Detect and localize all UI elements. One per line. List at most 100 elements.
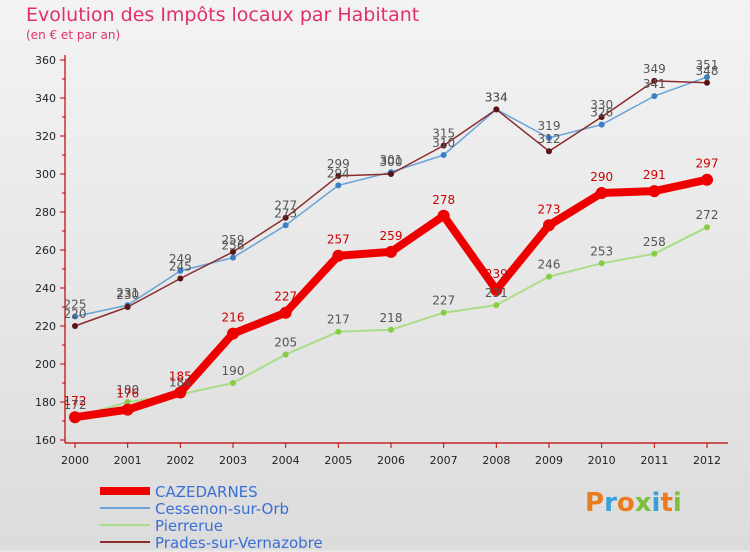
data-label: 216 — [222, 311, 245, 325]
data-point — [704, 224, 710, 231]
data-point — [388, 171, 394, 177]
legend-label: Pierrerue — [155, 517, 223, 535]
data-point — [230, 248, 236, 255]
data-point — [72, 313, 78, 320]
data-label: 278 — [432, 193, 455, 207]
data-point — [335, 172, 342, 179]
data-point — [493, 302, 500, 309]
data-point — [440, 152, 447, 158]
data-point — [704, 74, 710, 81]
y-tick-label: 280 — [35, 206, 56, 219]
data-label: 249 — [169, 252, 192, 266]
x-tick-label: 2009 — [535, 454, 563, 467]
data-point — [651, 77, 658, 84]
data-label: 272 — [696, 208, 719, 222]
data-label: 290 — [590, 170, 613, 184]
data-point — [385, 245, 397, 258]
data-label: 299 — [327, 157, 350, 171]
data-label: 227 — [432, 294, 455, 308]
data-label: 348 — [696, 64, 719, 78]
data-label: 225 — [64, 298, 87, 312]
proxiti-logo: Proxiti — [585, 488, 682, 518]
x-tick-label: 2000 — [61, 454, 89, 467]
data-label: 273 — [274, 206, 297, 220]
data-label: 334 — [485, 90, 508, 104]
logo-letter: i — [672, 488, 682, 518]
data-point — [72, 323, 78, 329]
x-tick-label: 2008 — [482, 454, 510, 467]
logo-letter: P — [585, 488, 605, 518]
data-label: 217 — [327, 313, 350, 327]
data-label: 231 — [485, 286, 508, 300]
data-label: 326 — [590, 106, 613, 120]
data-label: 184 — [169, 375, 192, 389]
data-label: 185 — [169, 370, 192, 384]
x-tick-label: 2004 — [272, 454, 300, 467]
y-tick-label: 300 — [35, 168, 56, 181]
data-point — [546, 148, 552, 155]
data-label: 334 — [485, 90, 508, 104]
data-point — [282, 214, 289, 221]
data-point — [546, 134, 552, 141]
data-label: 258 — [643, 235, 666, 249]
data-label: 291 — [643, 168, 666, 182]
data-point — [174, 386, 187, 399]
data-label: 319 — [538, 119, 561, 133]
x-tick-label: 2007 — [430, 454, 458, 467]
series-points — [69, 74, 713, 424]
data-label: 231 — [116, 286, 139, 300]
y-tick-label: 260 — [35, 244, 56, 257]
data-point — [651, 93, 658, 100]
axes: 160 180 200 220 240 260 280 300 320 340 360 2000 200… — [35, 54, 728, 467]
data-point — [595, 187, 608, 199]
legend-label: CAZEDARNES — [155, 483, 258, 501]
data-label: 176 — [116, 387, 139, 401]
data-point — [121, 403, 134, 416]
data-label: 218 — [380, 311, 403, 325]
data-label: 297 — [696, 157, 719, 171]
data-point — [177, 267, 184, 274]
data-label: 220 — [64, 307, 87, 321]
x-tick-label: 2005 — [324, 454, 352, 467]
data-label: 239 — [485, 267, 508, 281]
data-point — [282, 351, 289, 358]
data-label: 257 — [327, 233, 350, 247]
data-label: 312 — [538, 132, 561, 146]
legend-label: Cessenon-sur-Orb — [155, 500, 290, 518]
data-label: 259 — [222, 233, 245, 247]
x-tick-label: 2012 — [693, 454, 721, 467]
y-tick-label: 160 — [35, 434, 56, 447]
y-tick-label: 180 — [35, 396, 56, 409]
data-point — [704, 79, 710, 86]
data-point — [598, 121, 605, 128]
data-label: 310 — [432, 136, 455, 150]
data-label: 227 — [274, 290, 297, 304]
data-point — [124, 399, 131, 405]
data-label: 245 — [169, 260, 192, 274]
data-labels: 172 180 184 190 205 217 218 227 231 246 253 258 272 2… — [64, 58, 719, 412]
logo-letter: o — [616, 488, 635, 518]
y-tick-label: 360 — [35, 54, 56, 67]
legend-label: Prades-sur-Vernazobre — [155, 534, 323, 552]
data-point — [701, 173, 713, 186]
data-label: 301 — [380, 153, 403, 167]
data-point — [177, 275, 184, 282]
legend-swatch — [100, 507, 150, 509]
data-point — [69, 411, 81, 424]
data-label: 253 — [590, 244, 613, 258]
chart-subtitle: (en € et par an) — [26, 28, 121, 42]
data-point — [282, 222, 289, 229]
data-label: 172 — [64, 394, 87, 408]
data-point — [440, 309, 447, 316]
data-point — [493, 106, 500, 113]
y-tick-label: 200 — [35, 358, 56, 371]
y-tick-label: 320 — [35, 130, 56, 143]
legend-swatch — [100, 524, 150, 526]
x-tick-label: 2006 — [377, 454, 405, 467]
data-label: 300 — [380, 155, 403, 169]
data-label: 273 — [538, 202, 561, 216]
data-point — [279, 306, 292, 319]
data-point — [490, 283, 503, 296]
legend-swatch — [100, 541, 150, 543]
